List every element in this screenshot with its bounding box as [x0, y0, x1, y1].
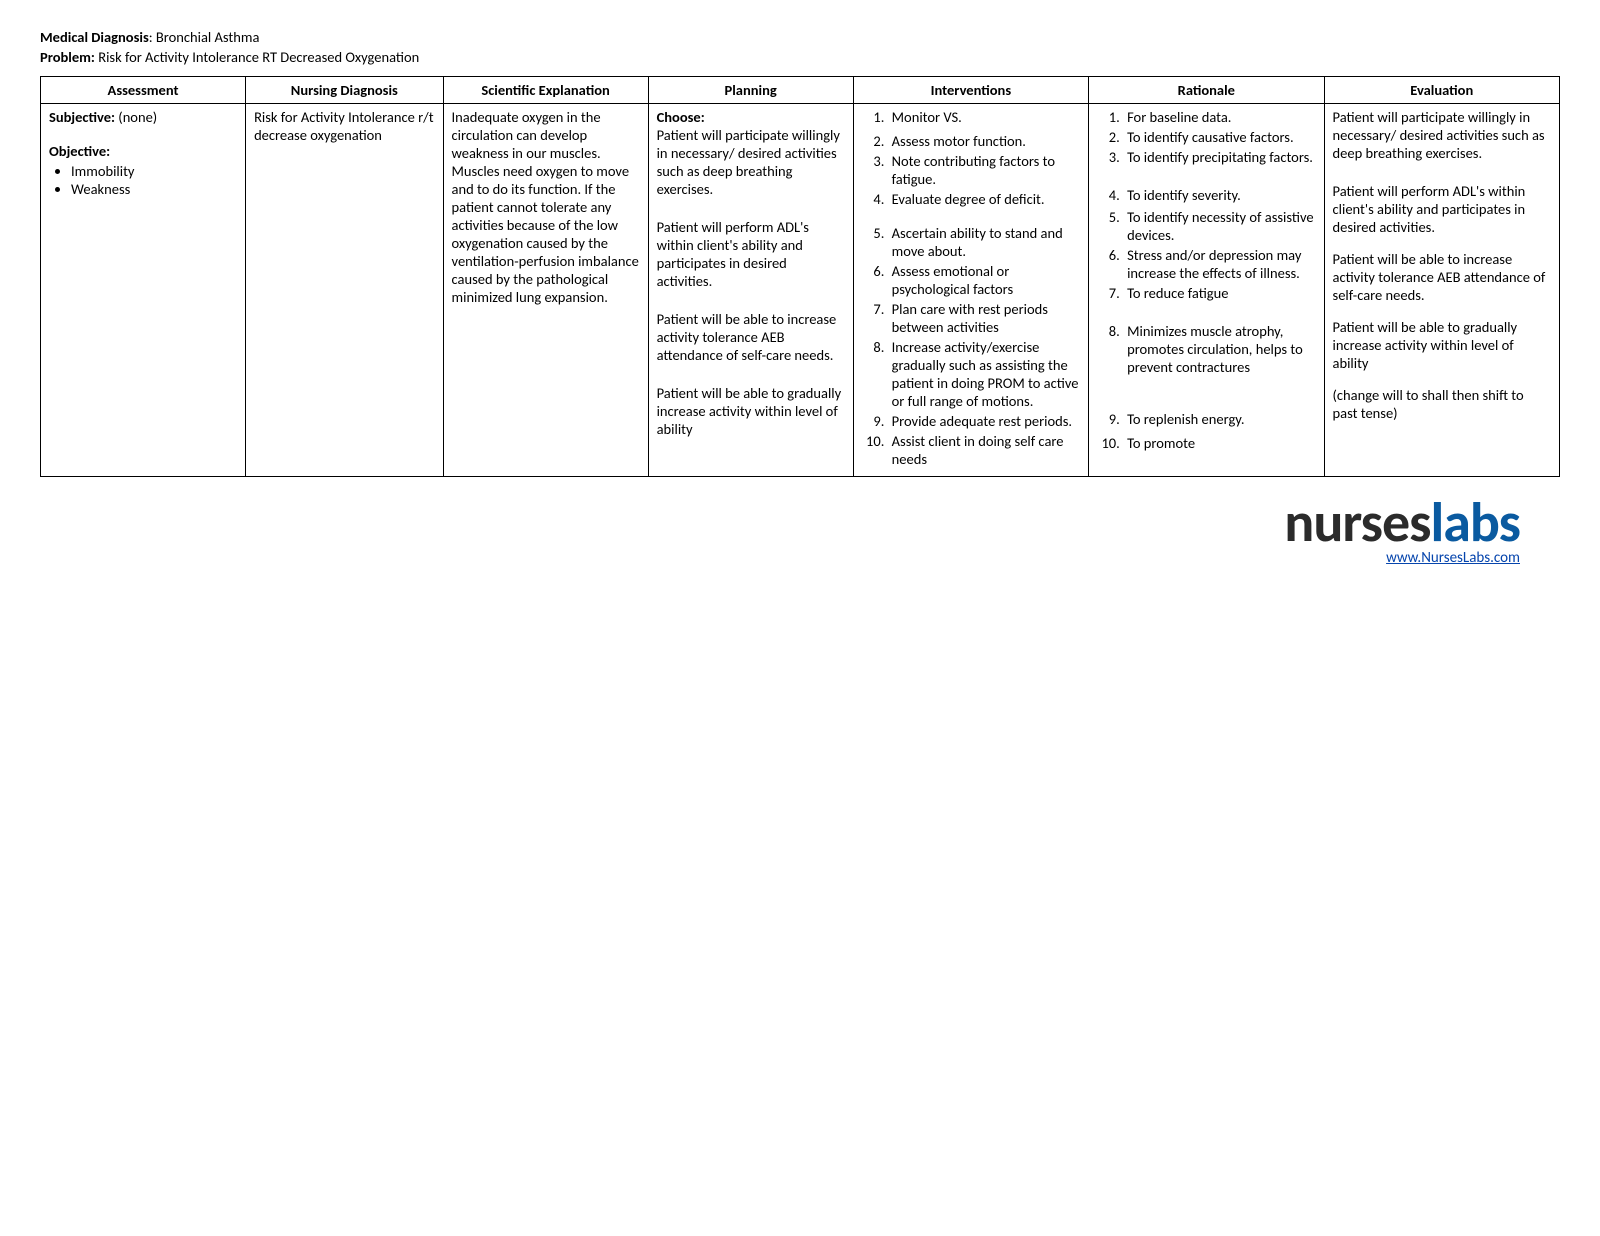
problem-value: Risk for Activity Intolerance RT Decreas… — [95, 48, 419, 66]
branding-block: nurseslabs www.NursesLabs.com — [40, 495, 1560, 567]
cell-interventions: Monitor VS. Assess motor function. Note … — [853, 104, 1088, 477]
nursing-care-plan-table: Assessment Nursing Diagnosis Scientific … — [40, 76, 1560, 477]
intervention-item: Evaluate degree of deficit. — [888, 190, 1080, 222]
evaluation-goal-3: Patient will be able to increase activit… — [1333, 250, 1551, 304]
objective-list: Immobility Weakness — [49, 162, 237, 198]
evaluation-goal-1: Patient will participate willingly in ne… — [1333, 108, 1551, 162]
evaluation-note: (change will to shall then shift to past… — [1333, 386, 1551, 422]
cell-scientific-explanation: Inadequate oxygen in the circulation can… — [443, 104, 648, 477]
intervention-item: Increase activity/exercise gradually suc… — [888, 338, 1080, 410]
rationale-item: To identify severity. — [1123, 186, 1315, 206]
rationale-item: To identify precipitating factors. — [1123, 148, 1315, 184]
rationale-item: To replenish energy. — [1123, 410, 1315, 432]
intervention-item: Note contributing factors to fatigue. — [888, 152, 1080, 188]
intervention-item: Provide adequate rest periods. — [888, 412, 1080, 430]
planning-goal-2: Patient will perform ADL's within client… — [657, 218, 845, 290]
rationale-list: For baseline data. To identify causative… — [1097, 108, 1315, 452]
col-header-assessment: Assessment — [41, 77, 246, 104]
cell-planning: Choose: Patient will participate willing… — [648, 104, 853, 477]
table-body-row: Subjective: (none) Objective: Immobility… — [41, 104, 1560, 477]
cell-rationale: For baseline data. To identify causative… — [1089, 104, 1324, 477]
subjective-label: Subjective: — [49, 108, 115, 126]
table-header-row: Assessment Nursing Diagnosis Scientific … — [41, 77, 1560, 104]
col-header-evaluation: Evaluation — [1324, 77, 1559, 104]
brand-logo-text: nurseslabs — [40, 495, 1520, 551]
evaluation-goal-2: Patient will perform ADL's within client… — [1333, 182, 1551, 236]
objective-item: Weakness — [71, 180, 237, 198]
problem-label: Problem: — [40, 48, 95, 66]
col-header-interventions: Interventions — [853, 77, 1088, 104]
col-header-planning: Planning — [648, 77, 853, 104]
intervention-item: Plan care with rest periods between acti… — [888, 300, 1080, 336]
medical-diagnosis-line: Medical Diagnosis: Bronchial Asthma — [40, 28, 1560, 46]
rationale-item: Minimizes muscle atrophy, promotes circu… — [1123, 322, 1315, 408]
intervention-item: Assess motor function. — [888, 132, 1080, 150]
intervention-item: Assist client in doing self care needs — [888, 432, 1080, 468]
medical-diagnosis-value: : Bronchial Asthma — [149, 28, 260, 46]
planning-choose-label: Choose: — [657, 108, 845, 126]
rationale-item: To reduce fatigue — [1123, 284, 1315, 320]
col-header-rationale: Rationale — [1089, 77, 1324, 104]
cell-evaluation: Patient will participate willingly in ne… — [1324, 104, 1559, 477]
rationale-item: Stress and/or depression may increase th… — [1123, 246, 1315, 282]
brand-name-part1: nurses — [1284, 489, 1430, 557]
intervention-item: Monitor VS. — [888, 108, 1080, 130]
objective-item: Immobility — [71, 162, 237, 180]
col-header-nursing-diagnosis: Nursing Diagnosis — [246, 77, 443, 104]
objective-label: Objective: — [49, 142, 237, 160]
intervention-item: Assess emotional or psychological factor… — [888, 262, 1080, 298]
rationale-item: To promote — [1123, 434, 1315, 452]
planning-goal-3: Patient will be able to increase activit… — [657, 310, 845, 364]
medical-diagnosis-label: Medical Diagnosis — [40, 28, 149, 46]
rationale-item: To identify causative factors. — [1123, 128, 1315, 146]
subjective-value: (none) — [115, 108, 157, 126]
problem-line: Problem: Risk for Activity Intolerance R… — [40, 48, 1560, 66]
planning-goal-1: Patient will participate willingly in ne… — [657, 126, 845, 198]
cell-nursing-diagnosis: Risk for Activity Intolerance r/t decrea… — [246, 104, 443, 477]
intervention-item: Ascertain ability to stand and move abou… — [888, 224, 1080, 260]
rationale-item: To identify necessity of assistive devic… — [1123, 208, 1315, 244]
brand-name-part2: labs — [1430, 489, 1520, 557]
rationale-item: For baseline data. — [1123, 108, 1315, 126]
interventions-list: Monitor VS. Assess motor function. Note … — [862, 108, 1080, 468]
planning-goal-4: Patient will be able to gradually increa… — [657, 384, 845, 438]
evaluation-goal-4: Patient will be able to gradually increa… — [1333, 318, 1551, 372]
cell-assessment: Subjective: (none) Objective: Immobility… — [41, 104, 246, 477]
col-header-scientific-explanation: Scientific Explanation — [443, 77, 648, 104]
